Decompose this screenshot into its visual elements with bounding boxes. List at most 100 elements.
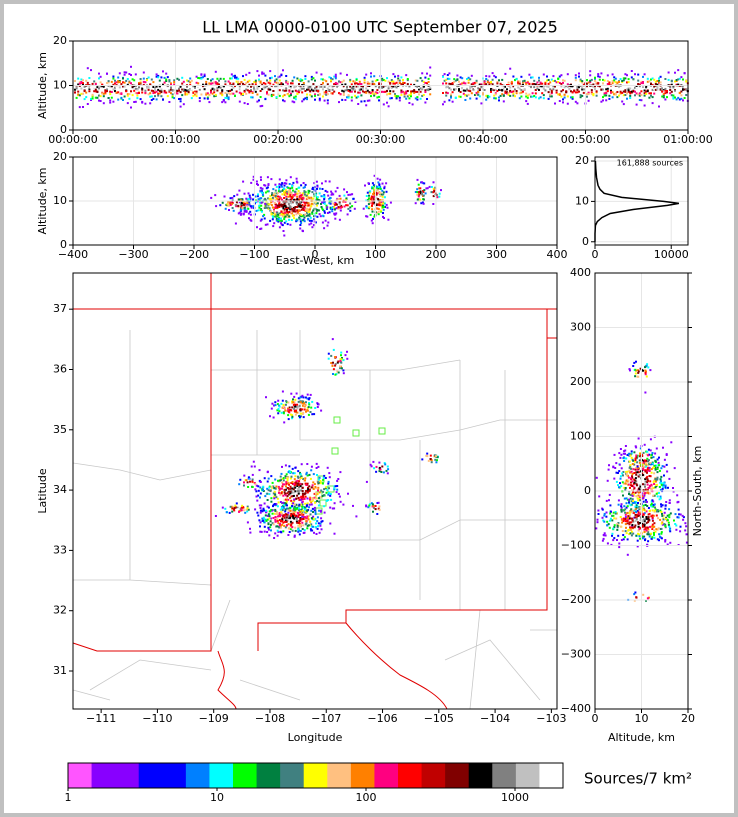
density-cell <box>382 191 385 194</box>
density-cell <box>385 469 388 472</box>
density-cell <box>644 492 647 495</box>
density-cell <box>557 81 560 83</box>
density-cell <box>629 477 632 480</box>
density-cell <box>165 91 168 94</box>
density-cell <box>510 91 513 94</box>
density-cell <box>643 494 646 497</box>
density-cell <box>155 75 158 78</box>
density-cell <box>349 78 352 81</box>
density-cell <box>279 530 282 533</box>
density-cell <box>350 96 353 99</box>
density-cell <box>670 94 673 97</box>
density-cell <box>341 89 344 92</box>
density-cell <box>300 197 303 200</box>
density-cell <box>91 97 94 100</box>
density-cell <box>506 91 508 94</box>
density-cell <box>638 85 641 88</box>
density-cell <box>290 85 292 88</box>
density-cell <box>192 85 195 88</box>
density-cell <box>307 518 310 521</box>
density-cell <box>650 515 653 518</box>
density-cell <box>323 194 326 197</box>
density-cell <box>375 193 378 196</box>
density-cell <box>273 503 276 505</box>
density-cell <box>243 102 246 105</box>
density-cell <box>238 85 241 88</box>
density-cell <box>397 95 400 98</box>
density-cell <box>131 78 134 81</box>
density-cell <box>445 86 448 89</box>
density-cell <box>270 486 273 489</box>
density-cell <box>257 485 260 488</box>
density-cell <box>379 209 382 212</box>
density-cell <box>332 193 335 196</box>
density-cell <box>293 194 296 197</box>
density-cell <box>296 198 299 201</box>
density-cell <box>685 80 688 83</box>
density-cell <box>296 195 299 198</box>
density-cell <box>653 536 656 539</box>
density-cell <box>376 186 379 189</box>
density-cell <box>224 83 227 86</box>
density-cell <box>260 201 263 204</box>
density-cell <box>403 91 406 94</box>
density-cell <box>426 82 428 85</box>
density-cell <box>285 500 288 503</box>
density-cell <box>284 508 287 511</box>
density-cell <box>155 98 158 101</box>
density-cell <box>659 497 662 500</box>
density-cell <box>664 78 667 80</box>
density-cell <box>162 98 164 101</box>
density-cell <box>242 93 244 95</box>
density-cell <box>243 210 246 213</box>
density-cell <box>666 91 668 94</box>
density-cell <box>538 88 540 91</box>
density-cell <box>406 83 409 86</box>
density-cell <box>240 212 243 215</box>
density-cell <box>301 483 304 486</box>
density-cell <box>126 94 129 97</box>
density-cell <box>506 85 508 88</box>
density-cell <box>280 210 283 213</box>
density-cell <box>392 80 395 83</box>
density-cell <box>321 495 324 497</box>
density-cell <box>316 185 319 188</box>
density-cell <box>264 202 267 205</box>
density-cell <box>184 89 187 91</box>
density-cell <box>634 524 637 527</box>
density-cell <box>245 82 248 85</box>
density-cell <box>607 523 610 526</box>
density-cell <box>281 390 284 393</box>
density-cell <box>314 513 317 516</box>
density-cell <box>653 88 656 90</box>
density-cell <box>448 87 451 90</box>
density-cell <box>642 75 644 78</box>
density-cell <box>512 94 515 97</box>
density-cell <box>320 206 323 208</box>
density-cell <box>645 522 648 524</box>
density-cell <box>632 88 635 91</box>
density-cell <box>195 90 198 93</box>
density-cell <box>629 97 632 99</box>
density-cell <box>268 486 271 489</box>
density-cell <box>666 543 669 546</box>
plot-frame <box>72 40 689 131</box>
density-cell <box>94 88 97 91</box>
density-cell <box>83 85 86 88</box>
density-cell <box>365 205 368 208</box>
density-cell <box>626 81 628 84</box>
density-cell <box>320 509 322 512</box>
density-cell <box>317 522 320 525</box>
density-cell <box>307 406 310 409</box>
density-cell <box>275 496 278 499</box>
density-cell <box>643 535 646 538</box>
density-cell <box>227 80 230 83</box>
density-cell <box>571 91 574 94</box>
density-cell <box>274 206 277 209</box>
density-cell <box>625 526 627 529</box>
density-cell <box>547 79 550 81</box>
density-cell <box>655 447 658 450</box>
density-cell <box>306 482 309 485</box>
density-cell <box>308 203 311 206</box>
density-cell <box>337 206 340 208</box>
